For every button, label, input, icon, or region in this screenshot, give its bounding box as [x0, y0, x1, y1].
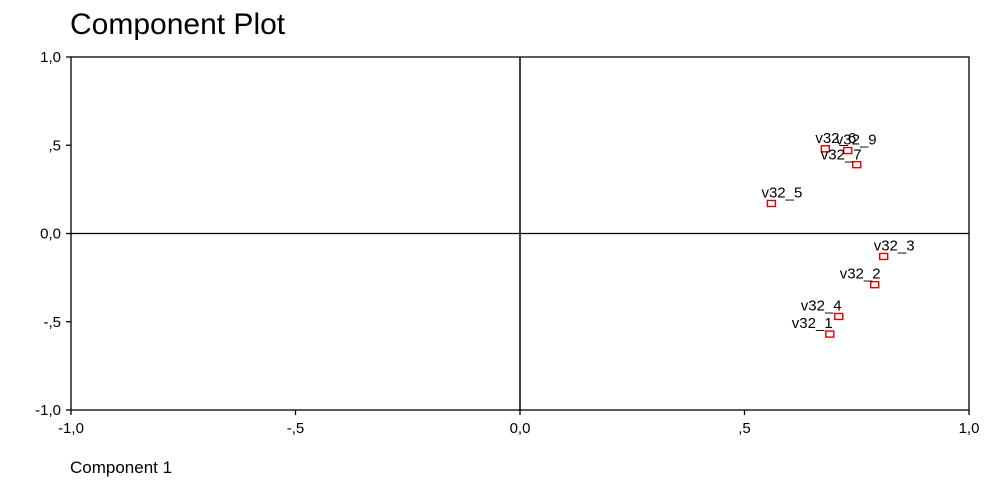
point-label: v32_3 [874, 237, 915, 254]
point-label: v32_6 [815, 130, 856, 147]
x-axis-label: Component 1 [70, 458, 173, 477]
reference-line-layer [71, 57, 969, 410]
y-tick-label: ,5 [48, 137, 61, 154]
data-point [820, 145, 831, 153]
data-point [870, 280, 880, 289]
data-point [766, 199, 777, 208]
y-tick-label: -1,0 [35, 402, 61, 419]
y-tick-label: 1,0 [40, 49, 61, 66]
x-tick-label: 0,0 [510, 420, 531, 437]
x-tick-label: -,5 [287, 420, 305, 437]
point-label: v32_2 [840, 266, 881, 283]
data-point [834, 312, 844, 321]
chart-title: Component Plot [70, 8, 286, 41]
data-point [843, 146, 853, 155]
point-label: v32_9 [836, 132, 877, 149]
plot-frame [70, 56, 970, 411]
tick-layer: -1,0 -,5 0,0 ,5 1,0 -1,0 -,5 0,0 ,5 1,0 [35, 49, 979, 437]
x-tick-label: 1,0 [959, 420, 980, 437]
point-label: v32_5 [761, 184, 802, 201]
data-point [825, 330, 835, 338]
point-label: v32_7 [821, 147, 862, 164]
data-point [878, 252, 889, 261]
y-tick-label: 0,0 [40, 226, 61, 243]
x-tick-label: -1,0 [58, 420, 84, 437]
point-label: v32_1 [792, 315, 833, 332]
x-tick-label: ,5 [738, 420, 751, 437]
data-point [852, 160, 862, 169]
point-label: v32_4 [801, 297, 842, 314]
y-tick-label: -,5 [43, 314, 61, 331]
